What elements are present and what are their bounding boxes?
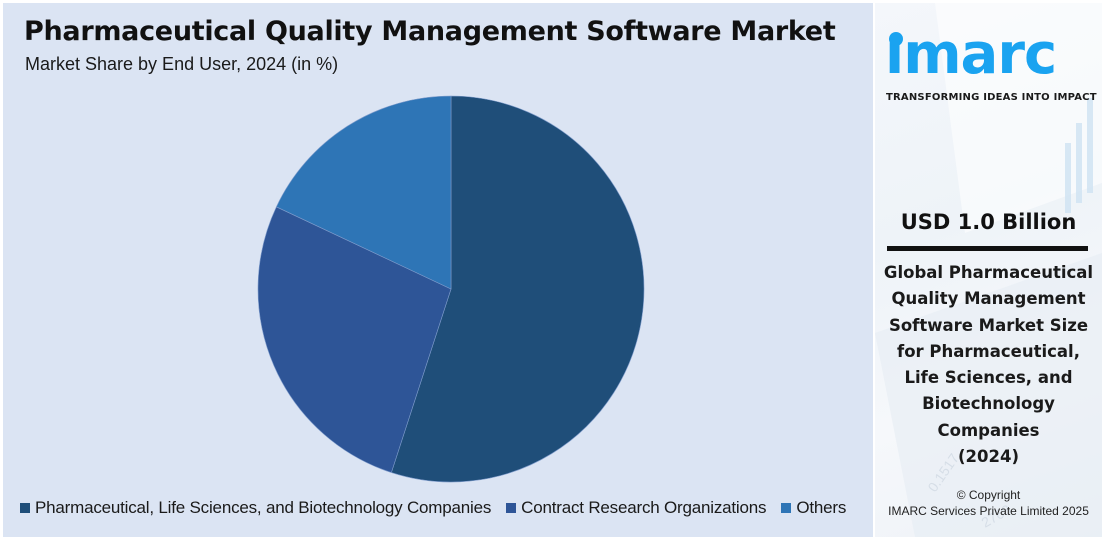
- description-line: for Pharmaceutical,: [897, 341, 1080, 361]
- legend-item-others: Others: [781, 498, 846, 518]
- divider: [887, 246, 1088, 251]
- legend-swatch-pharma: [20, 503, 30, 513]
- market-size-description: Global Pharmaceutical Quality Management…: [875, 260, 1102, 470]
- chart-title: Pharmaceutical Quality Management Softwa…: [24, 16, 836, 47]
- background-decoration: 0.1517 2768: [875, 3, 1102, 537]
- copyright-company: IMARC Services Private Limited 2025: [888, 504, 1089, 518]
- info-side-panel: 0.1517 2768 ımarc TRANSFORMING IDEAS INT…: [875, 3, 1102, 537]
- description-line: Quality Management: [891, 289, 1086, 309]
- description-line: Biotechnology: [922, 394, 1055, 414]
- description-line: Software Market Size: [888, 315, 1089, 335]
- copyright-notice: © Copyright IMARC Services Private Limit…: [875, 487, 1102, 519]
- logo-tagline: TRANSFORMING IDEAS INTO IMPACT: [886, 92, 1097, 103]
- legend-label-pharma: Pharmaceutical, Life Sciences, and Biote…: [35, 498, 492, 517]
- chart-subtitle: Market Share by End User, 2024 (in %): [25, 54, 339, 74]
- legend-item-pharma: Pharmaceutical, Life Sciences, and Biote…: [20, 498, 491, 518]
- imarc-logo: ımarc: [885, 15, 1095, 95]
- description-line: Companies: [937, 420, 1040, 440]
- pie-chart: [253, 91, 649, 487]
- copyright-line: © Copyright: [956, 488, 1021, 502]
- legend-item-cro: Contract Research Organizations: [506, 498, 767, 518]
- legend-label-cro: Contract Research Organizations: [521, 498, 767, 517]
- legend-label-others: Others: [796, 498, 847, 517]
- logo-wordmark: ımarc: [885, 22, 1057, 87]
- description-line: Life Sciences, and: [904, 368, 1073, 388]
- logo-dot-icon: [889, 32, 903, 46]
- description-line: Global Pharmaceutical: [883, 263, 1094, 282]
- chart-legend: Pharmaceutical, Life Sciences, and Biote…: [20, 498, 861, 518]
- description-line: (2024): [957, 447, 1019, 467]
- legend-swatch-cro: [506, 503, 517, 513]
- market-size-value: USD 1.0 Billion: [900, 210, 1077, 234]
- pie-slice-cro: [257, 206, 452, 473]
- pie-chart-svg: [257, 95, 645, 483]
- pie-slice-pharma: [390, 95, 645, 483]
- pie-slice-others: [275, 95, 452, 290]
- chart-panel: Pharmaceutical Quality Management Softwa…: [3, 3, 873, 537]
- legend-swatch-others: [781, 503, 792, 513]
